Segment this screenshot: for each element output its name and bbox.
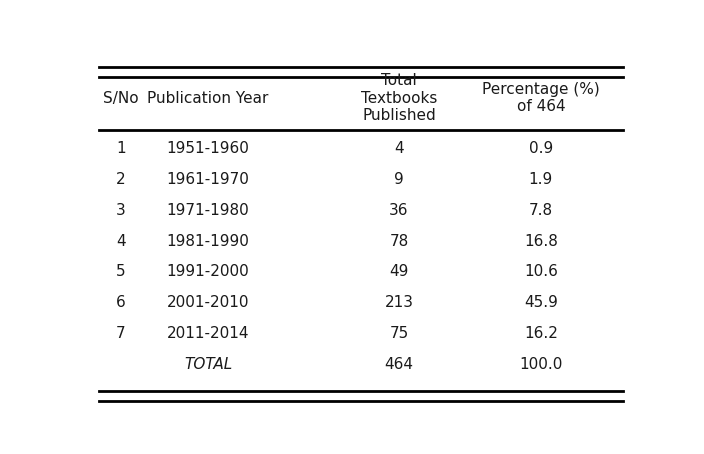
Text: 1.9: 1.9	[529, 172, 553, 187]
Text: 4: 4	[116, 234, 125, 249]
Text: 4: 4	[394, 141, 404, 156]
Text: 9: 9	[394, 172, 404, 187]
Text: Percentage (%)
of 464: Percentage (%) of 464	[482, 82, 600, 114]
Text: 7.8: 7.8	[529, 203, 553, 218]
Text: 464: 464	[384, 357, 413, 372]
Text: 3: 3	[116, 203, 125, 218]
Text: 6: 6	[116, 295, 125, 310]
Text: 16.8: 16.8	[524, 234, 558, 249]
Text: 2: 2	[116, 172, 125, 187]
Text: 100.0: 100.0	[519, 357, 562, 372]
Text: 1991-2000: 1991-2000	[167, 264, 249, 279]
Text: 10.6: 10.6	[524, 264, 558, 279]
Text: 2001-2010: 2001-2010	[167, 295, 249, 310]
Text: 1981-1990: 1981-1990	[167, 234, 249, 249]
Text: 49: 49	[389, 264, 409, 279]
Text: 36: 36	[389, 203, 409, 218]
Text: 45.9: 45.9	[524, 295, 558, 310]
Text: 16.2: 16.2	[524, 326, 558, 341]
Text: 7: 7	[116, 326, 125, 341]
Text: 78: 78	[389, 234, 408, 249]
Text: 0.9: 0.9	[529, 141, 553, 156]
Text: 1961-1970: 1961-1970	[167, 172, 249, 187]
Text: 75: 75	[389, 326, 408, 341]
Text: 213: 213	[384, 295, 413, 310]
Text: TOTAL: TOTAL	[184, 357, 232, 372]
Text: Total
Textbooks
Published: Total Textbooks Published	[361, 73, 437, 123]
Text: 1971-1980: 1971-1980	[167, 203, 249, 218]
Text: 2011-2014: 2011-2014	[167, 326, 249, 341]
Text: 1: 1	[116, 141, 125, 156]
Text: 5: 5	[116, 264, 125, 279]
Text: S/No: S/No	[103, 91, 139, 106]
Text: 1951-1960: 1951-1960	[167, 141, 249, 156]
Text: Publication Year: Publication Year	[147, 91, 269, 106]
